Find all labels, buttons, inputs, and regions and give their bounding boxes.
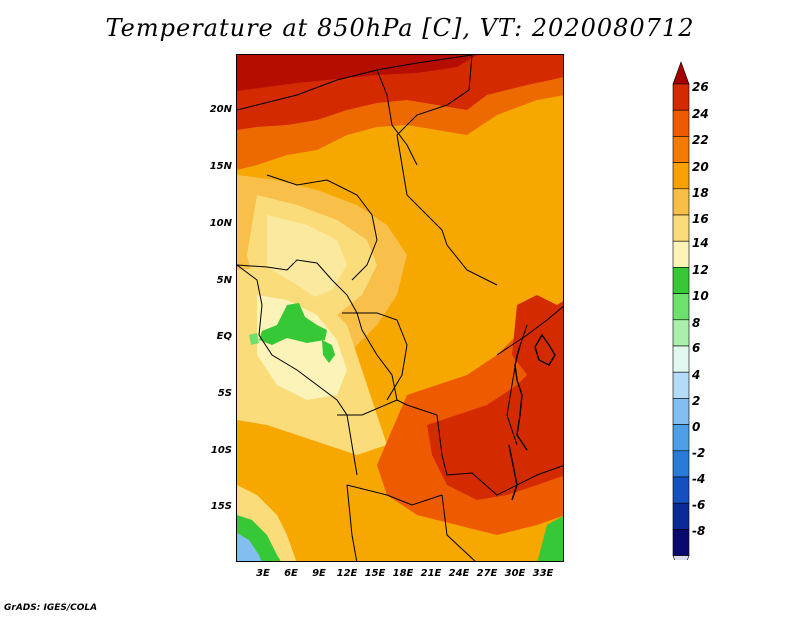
lat-label: 5S (217, 388, 232, 399)
colorbar-segment (672, 188, 690, 216)
colorbar-segment (672, 450, 690, 478)
colorbar-label: 24 (692, 107, 709, 121)
colorbar-segment (672, 136, 690, 163)
colorbar-segment (672, 502, 690, 530)
lon-label: 27E (476, 568, 498, 579)
colorbar-label: 6 (692, 341, 701, 355)
lat-label: 10N (209, 218, 232, 229)
colorbar-label: 20 (692, 160, 709, 174)
lat-label: 15S (210, 501, 232, 512)
lon-label: 33E (532, 568, 554, 579)
colorbar-label: 14 (692, 236, 709, 250)
colorbar-segment (672, 109, 690, 137)
lat-label: 20N (209, 104, 232, 115)
lat-label: EQ (216, 331, 232, 342)
colorbar-label: 16 (692, 212, 709, 226)
colorbar-segment (672, 476, 690, 504)
lat-label: 5N (216, 275, 232, 286)
colorbar (672, 61, 690, 560)
colorbar-label: -2 (692, 446, 706, 460)
colorbar-top-arrow (672, 61, 690, 85)
colorbar-segment (672, 319, 690, 347)
lon-label: 15E (364, 568, 386, 579)
colorbar-label: 2 (692, 394, 701, 408)
colorbar-segment (672, 214, 690, 242)
colorbar-segment (672, 240, 690, 268)
colorbar-label: 8 (692, 316, 701, 330)
colorbar-segment (672, 162, 690, 190)
lat-label: 10S (210, 445, 232, 456)
lon-label: 6E (284, 568, 298, 579)
lon-label: 12E (336, 568, 358, 579)
temperature-map (236, 54, 564, 562)
credit-text: GrADS: IGES/COLA (4, 603, 98, 613)
lon-label: 30E (504, 568, 526, 579)
colorbar-label: 18 (692, 186, 709, 200)
lon-label: 9E (312, 568, 326, 579)
colorbar-bottom-arrow (672, 555, 690, 560)
colorbar-label: 10 (692, 289, 709, 303)
colorbar-segment (672, 267, 690, 294)
colorbar-segment (672, 371, 690, 399)
lat-label: 15N (209, 161, 232, 172)
colorbar-segment (672, 398, 690, 425)
colorbar-segment (672, 293, 690, 321)
colorbar-label: 4 (692, 368, 701, 382)
colorbar-label: -4 (692, 472, 706, 486)
colorbar-label: -8 (692, 524, 706, 538)
colorbar-segment (672, 83, 690, 111)
colorbar-label: 12 (692, 263, 709, 277)
lon-label: 18E (392, 568, 414, 579)
lon-label: 3E (256, 568, 270, 579)
colorbar-segment (672, 529, 690, 556)
lon-label: 21E (420, 568, 442, 579)
colorbar-label: 0 (692, 420, 701, 434)
colorbar-segment (672, 345, 690, 373)
lon-label: 24E (448, 568, 470, 579)
colorbar-label: -6 (692, 498, 706, 512)
colorbar-label: 26 (692, 80, 709, 94)
chart-title: Temperature at 850hPa [C], VT: 202008071… (105, 14, 695, 42)
map-field (237, 55, 563, 561)
colorbar-segment (672, 424, 690, 452)
colorbar-label: 22 (692, 133, 709, 147)
